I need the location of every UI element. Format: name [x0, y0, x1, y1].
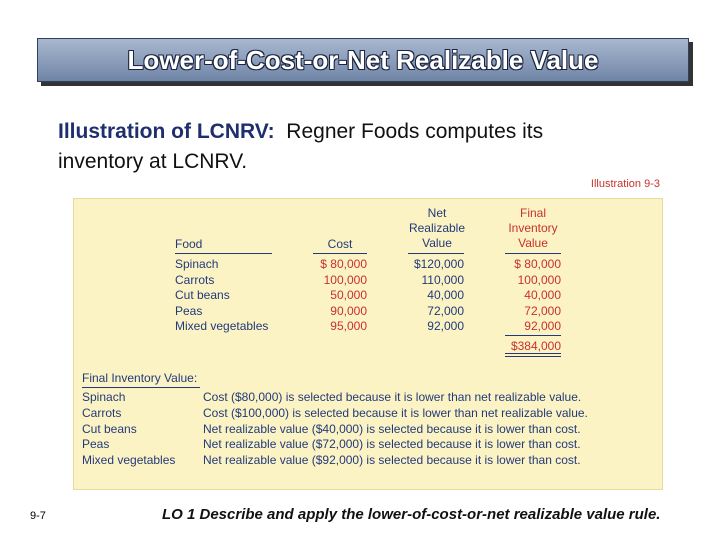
intro-lead: Illustration of LCNRV:: [58, 120, 275, 143]
table-cell: 72,000: [524, 303, 561, 318]
illustration-label: Illustration 9-3: [590, 178, 660, 190]
table-cell: $ 80,000: [320, 257, 367, 271]
header-nrv: Value: [422, 236, 452, 250]
title-banner: Lower-of-Cost-or-Net Realizable Value: [37, 38, 689, 82]
rule: [505, 335, 561, 336]
final-food: Cut beans: [82, 421, 137, 436]
table-cell: Spinach: [175, 257, 219, 271]
table-cell: 90,000: [330, 303, 367, 318]
final-reason: Net realizable value ($92,000) is select…: [203, 453, 581, 468]
table-cell: Cut beans: [175, 288, 230, 302]
rule: [175, 253, 272, 254]
slide-number: 9-7: [30, 510, 46, 522]
header-nrv: Realizable: [408, 221, 466, 235]
rule: [313, 253, 367, 254]
header-final: Inventory: [508, 221, 558, 235]
final-food: Peas: [82, 437, 110, 452]
table-cell: Peas: [175, 303, 203, 318]
intro-line: Illustration of LCNRV: Regner Foods comp…: [58, 120, 543, 144]
intro-text2: inventory at LCNRV.: [58, 150, 248, 173]
table-cell: 72,000: [427, 303, 464, 318]
final-reason: Cost ($80,000) is selected because it is…: [203, 390, 582, 404]
rule: [408, 253, 464, 254]
table-cell: 50,000: [330, 288, 367, 302]
table-cell: 92,000: [524, 319, 561, 333]
table-cell: 110,000: [421, 272, 465, 287]
table-cell: 40,000: [427, 288, 464, 302]
table-cell: 40,000: [524, 288, 561, 302]
table-cell: $120,000: [413, 257, 464, 271]
illustration-box: [73, 198, 663, 490]
final-reason: Net realizable value ($72,000) is select…: [203, 437, 581, 452]
total: $384,000: [510, 339, 561, 353]
title: Lower-of-Cost-or-Net Realizable Value: [127, 45, 599, 75]
header-final: Final: [519, 206, 546, 220]
table-cell: $ 80,000: [514, 257, 561, 271]
final-food: Spinach: [82, 390, 126, 404]
rule: [505, 356, 561, 357]
header-final: Value: [518, 236, 548, 250]
table-cell: 100,000: [323, 272, 367, 287]
rule: [505, 253, 561, 254]
rule: [505, 353, 561, 354]
header-nrv: Net: [427, 206, 447, 220]
final-food: Carrots: [82, 405, 122, 420]
intro-text: Regner Foods computes its: [286, 120, 544, 143]
table-cell: Carrots: [175, 272, 215, 287]
final-reason: Cost ($100,000) is selected because it i…: [203, 405, 588, 420]
learning-objective: LO 1 Describe and apply the lower-of-cos…: [162, 506, 661, 523]
final-food: Mixed vegetables: [82, 453, 176, 468]
header-food: Food: [175, 237, 203, 251]
final-heading: Final Inventory Value:: [82, 371, 198, 385]
table-cell: 95,000: [330, 319, 367, 333]
table-cell: 100,000: [517, 272, 561, 287]
header-cost: Cost: [327, 237, 353, 251]
table-cell: Mixed vegetables: [175, 319, 269, 333]
final-reason: Net realizable value ($40,000) is select…: [203, 421, 581, 436]
table-cell: 92,000: [427, 319, 464, 333]
rule: [82, 387, 200, 388]
